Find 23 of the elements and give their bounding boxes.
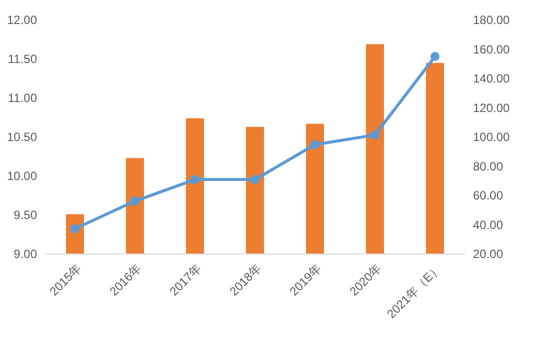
- y-tick-label: 11.50: [8, 52, 38, 66]
- y2-tick-label: 140.00: [473, 72, 510, 86]
- point: [190, 175, 200, 184]
- point: [430, 52, 440, 61]
- y-tick-label: 11.00: [8, 91, 38, 106]
- point: [250, 175, 260, 184]
- y2-tick-label: 40.00: [473, 218, 504, 232]
- y-tick-label: 10.50: [6, 130, 38, 144]
- y2-tick-label: 60.00: [473, 188, 504, 203]
- point: [370, 130, 380, 140]
- y-tick-label: 9.00: [14, 247, 38, 262]
- y2-tick-label: 20.00: [473, 247, 504, 262]
- y-tick-label: 12.00: [6, 13, 38, 28]
- y2-tick-label: 160.00: [473, 42, 510, 56]
- y2-tick-label: 120.00: [473, 100, 510, 115]
- point: [70, 224, 80, 234]
- y-tick-label: 10.00: [6, 169, 38, 184]
- point: [310, 140, 320, 150]
- point: [130, 196, 140, 206]
- y2-tick-label: 100.00: [473, 130, 510, 144]
- y-tick-label: 9.50: [14, 208, 38, 222]
- y2-tick-label: 80.00: [473, 159, 504, 174]
- y2-tick-label: 180.00: [473, 13, 510, 28]
